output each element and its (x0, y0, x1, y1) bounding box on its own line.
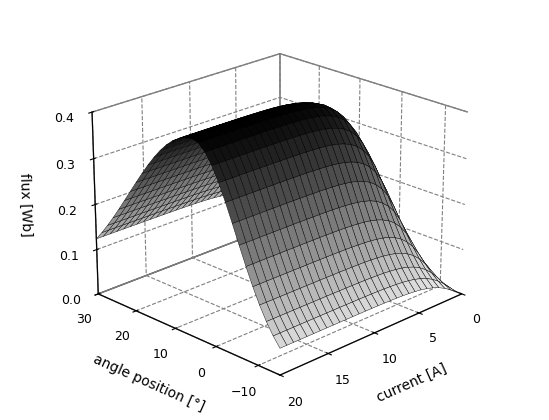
Y-axis label: angle position [°]: angle position [°] (91, 352, 206, 414)
X-axis label: current [A]: current [A] (374, 362, 449, 405)
